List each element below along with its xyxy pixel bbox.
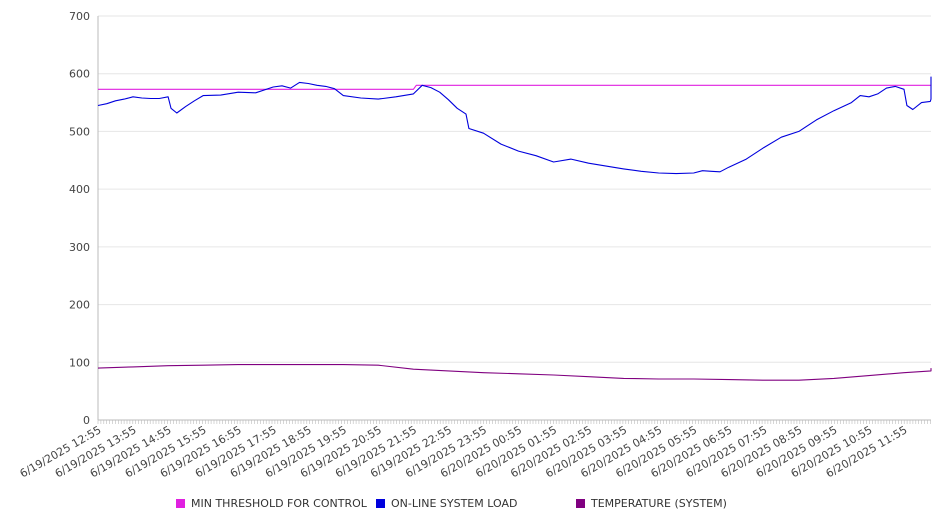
grid-lines xyxy=(98,15,931,421)
legend: MIN THRESHOLD FOR CONTROL ON-LINE SYSTEM… xyxy=(0,497,946,515)
legend-label-system-load: ON-LINE SYSTEM LOAD xyxy=(391,497,518,510)
y-tick-labels: 0 100 200 300 400 500 600 700 xyxy=(69,10,90,427)
y-tick-label-600: 600 xyxy=(69,68,90,81)
legend-swatch-temperature xyxy=(576,499,585,508)
legend-label-temperature: TEMPERATURE (SYSTEM) xyxy=(591,497,727,510)
legend-swatch-min-threshold xyxy=(176,499,185,508)
legend-item-system-load[interactable]: ON-LINE SYSTEM LOAD xyxy=(376,497,517,510)
series-line-2 xyxy=(97,364,932,381)
y-tick-label-700: 700 xyxy=(69,10,90,23)
y-tick-label-400: 400 xyxy=(69,183,90,196)
y-tick-label-200: 200 xyxy=(69,299,90,312)
y-tick-label-100: 100 xyxy=(69,356,90,369)
axes xyxy=(97,16,931,424)
series-line-0 xyxy=(98,84,931,90)
x-tick-labels: 6/19/2025 12:556/19/2025 13:556/19/2025 … xyxy=(18,423,910,480)
legend-item-temperature[interactable]: TEMPERATURE (SYSTEM) xyxy=(576,497,727,510)
y-tick-label-500: 500 xyxy=(69,125,90,138)
y-tick-label-300: 300 xyxy=(69,241,90,254)
legend-item-min-threshold[interactable]: MIN THRESHOLD FOR CONTROL xyxy=(176,497,367,510)
y-tick-label-0: 0 xyxy=(83,414,90,427)
legend-swatch-system-load xyxy=(376,499,385,508)
series-lines xyxy=(97,76,932,381)
series-line-1 xyxy=(97,76,932,175)
legend-label-min-threshold: MIN THRESHOLD FOR CONTROL xyxy=(191,497,367,510)
